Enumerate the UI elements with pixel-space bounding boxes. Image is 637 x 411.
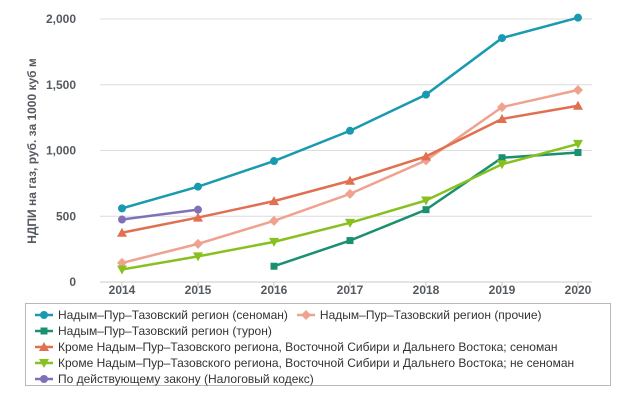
data-point (117, 257, 127, 268)
data-point (345, 175, 355, 185)
data-point (422, 90, 430, 99)
data-point (573, 85, 583, 96)
legend-item-other-ne-senoman[interactable]: Кроме Надым–Пур–Тазовского региона, Вост… (34, 356, 574, 370)
series-line (121, 208, 199, 221)
legend-marker (39, 359, 49, 368)
data-point (497, 102, 507, 113)
data-point (498, 34, 506, 43)
data-point (269, 196, 279, 206)
data-point (193, 238, 203, 249)
legend-label: Надым–Пур–Тазовский регион (сеноман) (58, 308, 288, 322)
data-point (345, 188, 355, 199)
data-point (573, 100, 583, 110)
series-0 (118, 13, 582, 213)
data-point (269, 215, 279, 226)
series-5 (118, 205, 202, 224)
x-tick-label: 2016 (261, 283, 288, 297)
x-tick-label: 2014 (109, 283, 136, 297)
data-point (193, 212, 203, 222)
y-tick-label: 2,000 (46, 12, 76, 26)
data-point (117, 265, 127, 275)
data-point (422, 206, 430, 214)
series-4 (117, 139, 583, 275)
legend-row: Кроме Надым–Пур–Тазовского региона, Вост… (34, 355, 602, 371)
data-point (574, 13, 582, 22)
legend-item-current-law[interactable]: По действующему закону (Налоговый кодекс… (34, 372, 314, 386)
legend-label: Надым–Пур–Тазовский регион (турон) (58, 324, 272, 338)
legend-label: Кроме Надым–Пур–Тазовского региона, Вост… (58, 340, 558, 354)
y-tick-label: 1,500 (46, 78, 76, 92)
series-line (121, 142, 579, 271)
data-point (421, 151, 431, 161)
data-point (118, 215, 126, 224)
legend-label: Кроме Надым–Пур–Тазовского региона, Вост… (58, 356, 575, 370)
legend-marker (40, 375, 48, 383)
legend-symbol-diamond (296, 310, 315, 320)
data-point (117, 227, 127, 237)
legend-row: По действующему закону (Налоговый кодекс… (34, 371, 602, 387)
y-tick-label: 500 (56, 209, 76, 223)
x-tick-label: 2017 (337, 283, 364, 297)
data-point (270, 157, 278, 166)
legend-label: По действующему закону (Налоговый кодекс… (58, 372, 314, 386)
data-point (421, 196, 431, 206)
data-point (118, 204, 126, 213)
x-tick-label: 2018 (413, 283, 440, 297)
legend-marker (40, 311, 48, 319)
legend-symbol-triangle-up (35, 342, 53, 351)
data-point (497, 160, 507, 170)
series-layer (117, 13, 583, 275)
series-line (121, 104, 579, 234)
data-point (346, 237, 354, 245)
series-3 (117, 100, 583, 237)
legend-label: Надым–Пур–Тазовский регион (прочие) (319, 308, 542, 322)
data-point (498, 154, 506, 162)
data-point (573, 139, 583, 149)
legend-marker (40, 327, 48, 335)
legend-row: Надым–Пур–Тазовский регион (сеноман) Над… (34, 307, 602, 323)
data-point (193, 252, 203, 262)
line-chart: 0 500 1,000 1,500 2,000 2014 2015 2016 2017 2018 2… (25, 12, 592, 297)
legend-row: Надым–Пур–Тазовский регион (турон) (34, 323, 602, 339)
legend-symbol-triangle-down (35, 359, 53, 368)
legend-item-nadym-prochie[interactable]: Надым–Пур–Тазовский регион (прочие) (296, 308, 542, 322)
x-tick-label: 2020 (565, 283, 592, 297)
axes: 0 500 1,000 1,500 2,000 2014 2015 2016 2017 2018 2… (46, 12, 592, 297)
legend-item-other-senoman[interactable]: Кроме Надым–Пур–Тазовского региона, Вост… (34, 340, 558, 354)
data-point (346, 126, 354, 135)
data-point (574, 148, 582, 156)
data-point (269, 237, 279, 247)
x-tick-label: 2015 (185, 283, 212, 297)
legend-item-nadym-senoman[interactable]: Надым–Пур–Тазовский регион (сеноман) (34, 308, 288, 322)
y-axis-label: НДПИ на газ, руб. за 1000 куб м (25, 58, 39, 244)
legend-marker (39, 342, 49, 351)
data-point (497, 113, 507, 123)
y-tick-label: 0 (69, 275, 76, 289)
legend-marker (300, 310, 311, 320)
legend-symbol-circle (35, 375, 53, 383)
data-point (345, 218, 355, 228)
legend-symbol-circle (35, 311, 53, 319)
data-point (194, 182, 202, 191)
legend-row: Кроме Надым–Пур–Тазовского региона, Вост… (34, 339, 602, 355)
x-tick-label: 2019 (489, 283, 516, 297)
legend: Надым–Пур–Тазовский регион (сеноман) Над… (25, 303, 611, 386)
legend-item-nadym-turon[interactable]: Надым–Пур–Тазовский регион (турон) (34, 324, 272, 338)
y-tick-label: 1,000 (46, 144, 76, 158)
legend-symbol-square (35, 327, 53, 335)
data-point (270, 262, 278, 270)
data-point (194, 205, 202, 214)
series-2 (270, 148, 582, 270)
